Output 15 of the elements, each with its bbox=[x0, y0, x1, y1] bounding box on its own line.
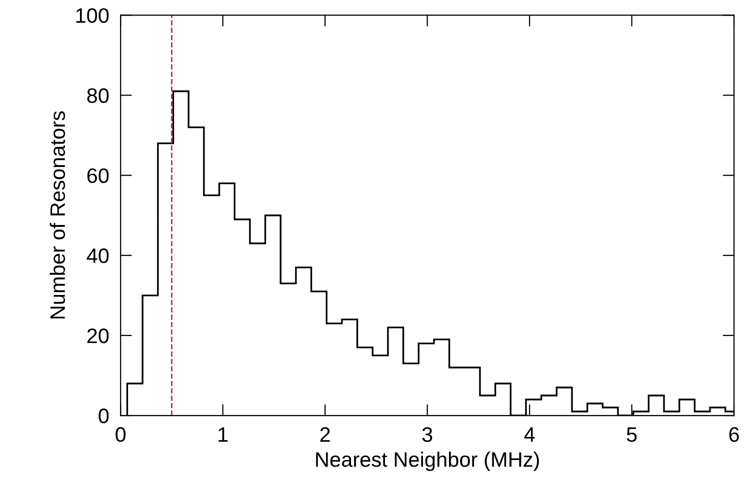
x-tick-label: 6 bbox=[729, 427, 739, 442]
y-tick-label: 20 bbox=[87, 328, 109, 344]
y-axis-title: Number of Resonators bbox=[50, 111, 66, 318]
y-tick-label: 100 bbox=[76, 8, 109, 23]
x-tick-label: 4 bbox=[524, 427, 535, 442]
x-tick-label: 1 bbox=[218, 427, 228, 442]
x-tick-label: 2 bbox=[320, 427, 330, 442]
x-tick-label: 5 bbox=[626, 427, 637, 442]
x-tick-label: 3 bbox=[422, 427, 432, 442]
x-axis-title: Nearest Neighbor (MHz) bbox=[316, 452, 539, 472]
x-tick-label: 0 bbox=[116, 427, 126, 442]
y-tick-label: 80 bbox=[87, 88, 109, 104]
y-tick-label: 60 bbox=[87, 168, 109, 184]
y-tick-label: 0 bbox=[98, 408, 109, 424]
y-tick-label: 40 bbox=[86, 248, 109, 264]
